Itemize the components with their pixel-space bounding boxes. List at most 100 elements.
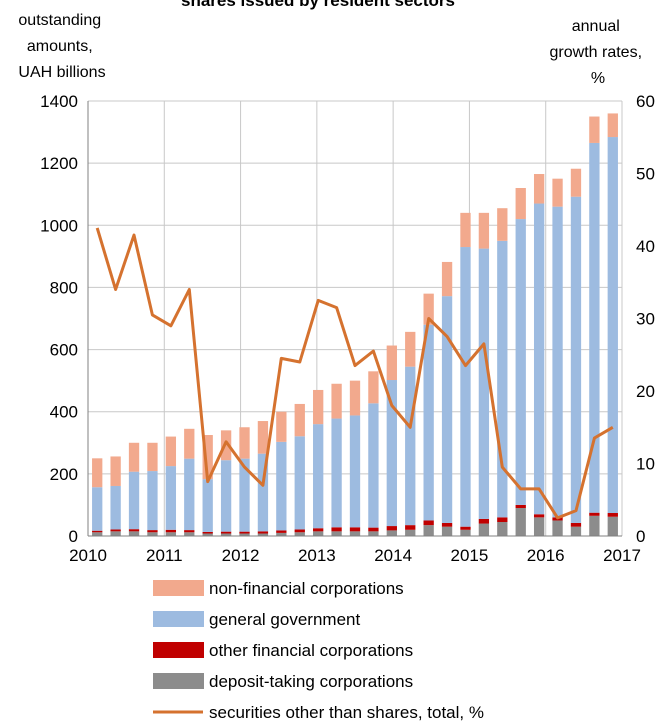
bar-segment [533,203,545,515]
bar-segment [239,458,250,532]
bar-segment [423,525,434,536]
bar-segment [478,523,490,536]
right-tick-label: 60 [636,92,655,111]
bar-segment [405,529,416,536]
bar-segment [257,533,269,536]
bar-segment [589,512,600,516]
bar-segment [331,531,342,536]
bar-segment [441,522,453,527]
bar-segment [515,504,526,509]
bar-segment [313,424,324,529]
bar-segment [460,247,471,527]
bar-segment [257,421,269,454]
legend-item: non-financial corporations [153,579,404,598]
bar-segment [497,517,508,523]
bar-segment [441,296,453,523]
bar-segment [165,436,177,467]
right-tick-label: 20 [636,382,655,401]
legend-swatch [153,580,204,596]
bar-segment [570,168,582,197]
bar-segment [386,380,397,527]
bar-segment [515,219,526,505]
bar-segment [349,415,361,528]
left-tick-label: 800 [50,278,78,297]
bar-segment [368,371,379,404]
axes [87,101,622,537]
bar-segment [239,533,250,536]
bar-segment [313,389,324,425]
bar-segment [460,212,471,248]
bar-segment [110,485,121,530]
left-axis-label: outstanding amounts, UAH billions [18,12,105,81]
right-axis-label: annual growth rates, % [550,18,647,87]
bar-segment [147,530,158,533]
legend-label: other financial corporations [209,641,413,660]
growth-line [95,227,614,520]
legend-label: deposit-taking corporations [209,672,413,691]
bar-segment [533,174,545,204]
right-tick-label: 40 [636,237,655,256]
left-tick-label: 1200 [40,154,78,173]
bar-segment [184,532,195,536]
x-tick-label: 2016 [527,546,565,565]
legend-item: securities other than shares, total, % [153,703,484,722]
bar-segment [220,533,232,536]
x-tick-label: 2014 [374,546,412,565]
bar-segment [294,529,305,533]
bar-segment [257,453,269,532]
bar-segment [294,403,305,437]
bar-segment [386,530,397,536]
left-tick-label: 400 [50,403,78,422]
bar-segment [128,442,140,472]
bar-segment [589,116,600,143]
bar-segment [423,520,434,526]
bar-segment [349,531,361,536]
legend-swatch [153,642,204,658]
bar-segment [313,531,324,536]
bar-segment [497,208,508,241]
bar-segment [331,418,342,528]
right-tick-label: 0 [636,527,645,546]
bar-segment [570,526,582,536]
bar-segment [331,383,342,419]
bar-segment [441,526,453,536]
bar-segment [405,366,416,526]
bar-segment [202,533,213,536]
bar-segment [128,531,140,536]
bar-segment [294,436,305,530]
bar-segment [239,531,250,534]
bar-segment [184,530,195,533]
bar-segment [128,529,140,532]
bar-segment [515,188,526,220]
legend-label: general government [209,610,360,629]
bar-segment [239,427,250,459]
x-tick-label: 2011 [146,546,183,565]
bar-segment [460,529,471,536]
right-axis-ticks: 0 10 20 30 40 50 60 [636,92,655,546]
bar-segment [92,530,103,533]
bar-segment [497,522,508,536]
x-axis-ticks: 2010 2011 2012 2013 2014 2015 2016 2017 [69,546,641,565]
bar-segment [460,526,471,530]
bar-segment [368,531,379,536]
bar-segment [478,518,490,524]
legend-item: general government [153,610,360,629]
legend-item: other financial corporations [153,641,413,660]
bar-segment [607,516,618,536]
gridlines [88,100,623,536]
bar-segment [607,113,618,138]
bar-segment [570,522,582,527]
bar-segment [276,441,287,531]
bar-segment [386,526,397,531]
bar-segment [110,529,121,532]
bar-segment [441,261,453,297]
left-tick-label: 1400 [40,92,78,111]
bar-segment [110,456,121,486]
x-tick-label: 2010 [69,546,107,565]
bar-segment [589,515,600,536]
bar-segment [313,528,324,532]
left-axis-ticks: 0 200 400 600 800 1000 1200 1400 [40,92,78,546]
bar-segment [497,240,508,518]
bar-segment [147,442,158,472]
x-tick-label: 2015 [451,546,489,565]
